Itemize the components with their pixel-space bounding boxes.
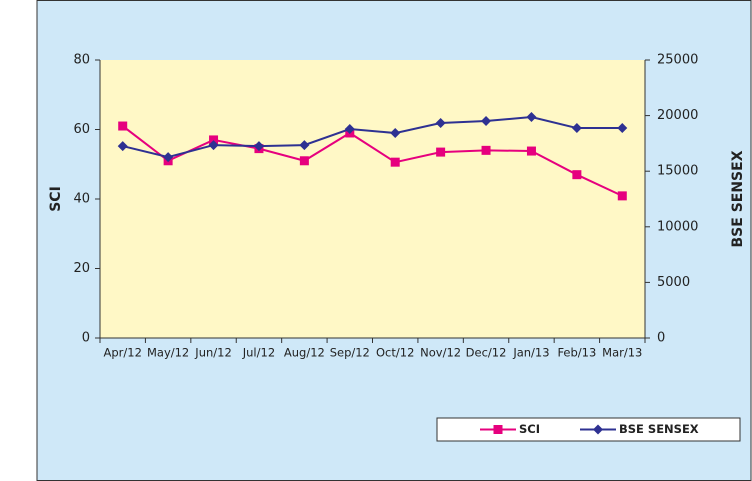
y2-tick-label: 10000 bbox=[657, 219, 698, 234]
y-tick-label: 20 bbox=[73, 261, 90, 276]
x-tick-label: May/12 bbox=[147, 346, 189, 360]
series-marker bbox=[617, 123, 628, 134]
y-tick-label: 80 bbox=[73, 53, 90, 68]
y2-tick-label: 0 bbox=[657, 331, 665, 346]
series-marker bbox=[208, 140, 219, 151]
legend-marker bbox=[493, 425, 503, 434]
y2-tick-label: 5000 bbox=[657, 275, 690, 290]
legend-marker bbox=[593, 424, 603, 435]
series-marker bbox=[390, 157, 400, 167]
x-tick-label: Jan/13 bbox=[512, 346, 549, 360]
x-tick-label: Feb/13 bbox=[557, 346, 596, 360]
series-marker bbox=[344, 124, 355, 135]
x-tick-label: Nov/12 bbox=[420, 346, 461, 360]
series-marker bbox=[390, 128, 401, 139]
series-marker bbox=[571, 123, 582, 134]
x-tick-label: Apr/12 bbox=[104, 346, 142, 360]
series-marker bbox=[435, 118, 446, 129]
x-tick-label: Mar/13 bbox=[602, 346, 642, 360]
series-marker bbox=[299, 156, 309, 166]
series-marker bbox=[526, 112, 537, 123]
series-marker bbox=[481, 116, 492, 127]
series-marker bbox=[481, 145, 491, 155]
series-marker bbox=[117, 141, 128, 152]
series-line bbox=[122, 125, 623, 197]
x-tick-label: Aug/12 bbox=[284, 346, 325, 360]
legend-label: SCI bbox=[519, 422, 540, 436]
series-marker bbox=[617, 191, 627, 201]
y-tick-label: 0 bbox=[82, 331, 90, 346]
series-marker bbox=[209, 135, 219, 145]
x-tick-label: Jun/12 bbox=[194, 346, 231, 360]
y-axis-title: SCI bbox=[48, 186, 64, 212]
y-tick-label: 60 bbox=[73, 122, 90, 137]
series-marker bbox=[299, 140, 310, 151]
y2-tick-label: 20000 bbox=[657, 108, 698, 123]
series-marker bbox=[436, 147, 446, 157]
y2-tick-label: 15000 bbox=[657, 164, 698, 179]
plot-area bbox=[100, 60, 645, 338]
series-marker bbox=[253, 141, 264, 152]
x-tick-label: Oct/12 bbox=[376, 346, 414, 360]
series-marker bbox=[572, 170, 582, 180]
x-tick-label: Dec/12 bbox=[466, 346, 507, 360]
legend-label: BSE SENSEX bbox=[619, 422, 699, 436]
series-marker bbox=[526, 146, 536, 156]
y2-tick-label: 25000 bbox=[657, 53, 698, 68]
y-tick-label: 40 bbox=[73, 192, 90, 207]
series-line bbox=[122, 116, 623, 159]
series-marker bbox=[163, 152, 174, 163]
series-marker bbox=[118, 121, 128, 131]
x-tick-label: Sep/12 bbox=[330, 346, 370, 360]
y2-axis-title: BSE SENSEX bbox=[730, 150, 746, 247]
x-tick-label: Jul/12 bbox=[242, 346, 275, 360]
